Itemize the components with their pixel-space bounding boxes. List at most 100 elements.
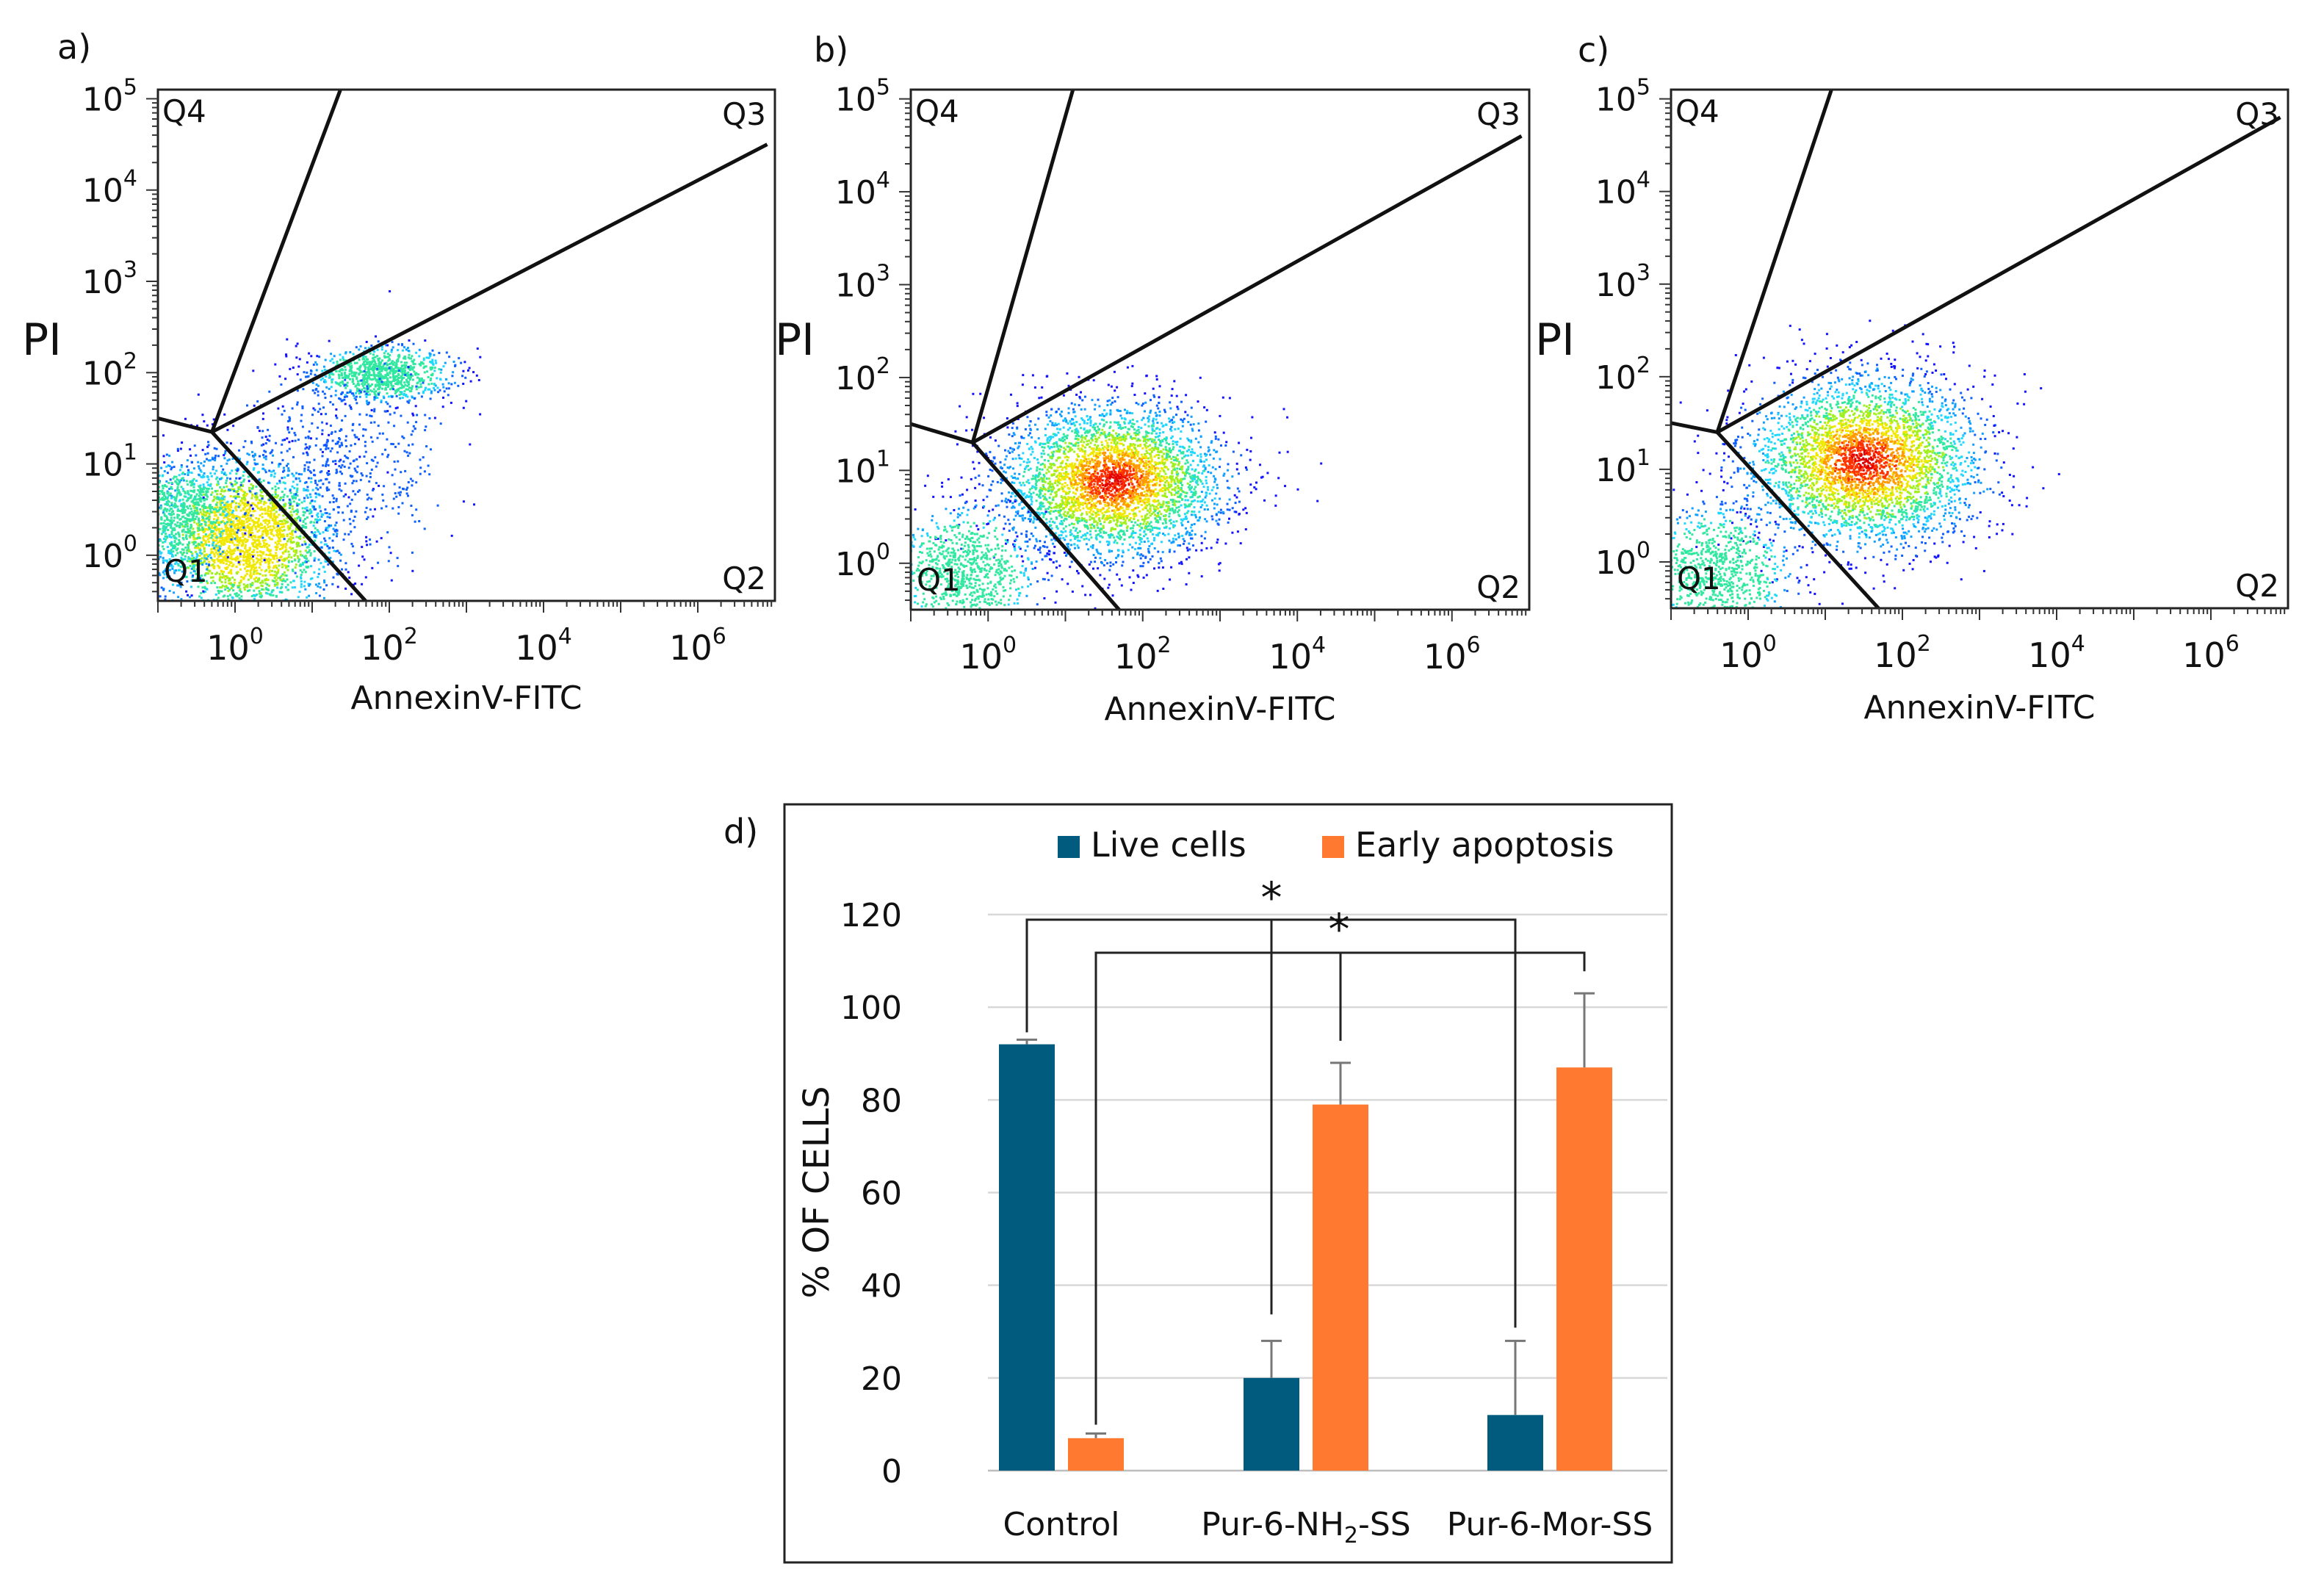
event-dot	[331, 447, 333, 450]
event-dot	[195, 498, 198, 501]
event-dot	[414, 363, 416, 366]
event-dot	[229, 505, 232, 508]
event-dot	[385, 384, 388, 387]
event-dot	[413, 397, 416, 400]
event-dot	[391, 474, 394, 477]
event-dot	[309, 437, 312, 440]
event-dot	[270, 513, 273, 516]
event-dot	[252, 566, 255, 569]
event-dot	[169, 523, 172, 526]
event-dot	[258, 517, 260, 520]
event-dot	[201, 557, 203, 560]
event-dot	[399, 367, 402, 370]
event-dot	[184, 516, 187, 519]
event-dot	[162, 434, 165, 437]
event-dot	[223, 536, 226, 539]
event-dot	[275, 505, 277, 508]
event-dot	[207, 487, 210, 490]
event-dot	[388, 367, 391, 369]
event-dot	[226, 560, 229, 563]
event-dot	[285, 353, 287, 356]
event-dot	[149, 522, 151, 524]
event-dot	[369, 414, 372, 417]
event-dot	[261, 497, 264, 500]
event-dot	[312, 505, 315, 508]
event-dot	[351, 482, 354, 485]
event-dot	[353, 552, 356, 555]
event-dot	[428, 417, 431, 419]
event-dot	[394, 492, 397, 494]
event-dot	[308, 430, 311, 433]
event-dot	[273, 475, 276, 478]
event-dot	[200, 523, 203, 525]
event-dot	[176, 483, 178, 485]
event-dot	[256, 545, 259, 547]
event-dot	[344, 533, 347, 536]
event-dot	[206, 481, 209, 484]
event-dot	[160, 516, 163, 519]
event-dot	[240, 598, 243, 601]
event-dot	[281, 563, 284, 566]
event-dot	[422, 380, 425, 382]
event-dot	[397, 389, 400, 392]
event-dot	[245, 463, 248, 466]
event-dot	[167, 572, 170, 575]
event-dot	[280, 574, 283, 577]
event-dot	[233, 549, 236, 552]
event-dot	[181, 558, 184, 561]
event-dot	[203, 555, 206, 558]
event-dot	[372, 359, 375, 361]
event-dot	[399, 494, 402, 497]
event-dot	[1181, 477, 1184, 480]
event-dot	[210, 576, 212, 579]
event-dot	[362, 434, 364, 437]
event-dot	[242, 577, 245, 580]
event-dot	[220, 555, 223, 558]
event-dot	[265, 534, 268, 537]
event-dot	[1130, 516, 1132, 519]
event-dot	[270, 470, 273, 473]
event-dot	[289, 547, 292, 549]
event-dot	[395, 495, 398, 498]
event-dot	[386, 379, 389, 382]
event-dot	[350, 509, 353, 512]
event-dot	[264, 450, 267, 453]
event-dot	[331, 431, 333, 434]
event-dot	[400, 377, 403, 380]
event-dot	[245, 494, 248, 497]
event-dot	[196, 511, 199, 514]
event-dot	[248, 536, 250, 538]
event-dot	[231, 524, 234, 527]
event-dot	[286, 645, 288, 647]
event-dot	[1157, 450, 1160, 453]
event-dot	[425, 356, 428, 359]
event-dot	[302, 519, 305, 522]
event-dot	[228, 489, 231, 491]
event-dot	[266, 579, 269, 581]
event-dot	[238, 597, 241, 600]
event-dot	[367, 383, 369, 386]
event-dot	[226, 507, 229, 509]
event-dot	[331, 378, 334, 381]
event-dot	[190, 496, 192, 499]
event-dot	[209, 484, 212, 487]
event-dot	[168, 509, 171, 512]
event-dot	[127, 490, 129, 492]
event-dot	[167, 500, 170, 502]
event-dot	[1192, 423, 1195, 426]
event-dot	[360, 379, 363, 382]
event-dot	[448, 356, 451, 358]
event-dot	[404, 356, 406, 358]
event-dot	[186, 580, 189, 583]
event-dot	[287, 565, 289, 568]
event-dot	[401, 373, 404, 376]
event-dot	[377, 561, 380, 564]
event-dot	[351, 378, 354, 381]
event-dot	[339, 430, 342, 432]
event-dot	[326, 459, 329, 462]
event-dot	[135, 588, 137, 590]
event-dot	[278, 508, 281, 511]
event-dot	[183, 495, 186, 498]
event-dot	[375, 362, 378, 365]
event-dot	[249, 517, 252, 519]
